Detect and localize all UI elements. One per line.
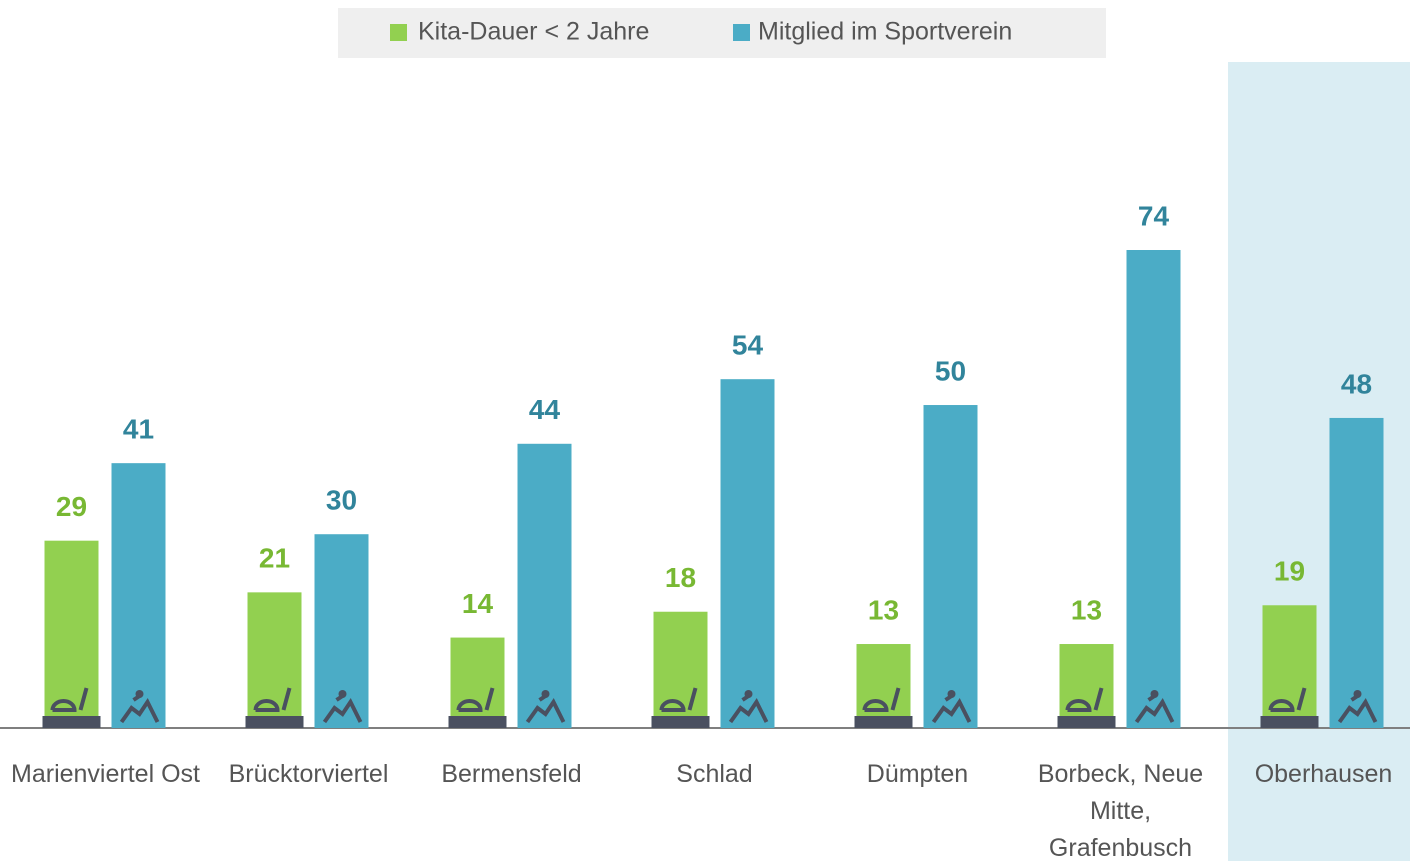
icon-base [651,716,710,728]
icon-head [135,690,144,698]
icon-sandbox [253,687,292,712]
data-label: 21 [259,543,290,574]
icon-base [854,716,913,728]
data-label: 44 [529,394,561,425]
icon-sandbox [862,687,901,712]
icon-base [448,716,507,728]
data-label: 13 [1071,594,1102,625]
data-label: 19 [1274,556,1305,587]
legend-label: Mitglied im Sportverein [758,18,1012,46]
x-tick-label: Bermensfeld [441,760,582,788]
bar [1126,250,1181,728]
bar [720,379,775,728]
data-label: 14 [462,588,494,619]
icon-sandbox [456,687,495,712]
bar [111,463,166,728]
icon-base [42,716,101,728]
x-tick-label: Dümpten [866,760,969,788]
x-tick-label: Marienviertel Ost [11,760,200,788]
legend-swatch [390,24,407,41]
data-label: 18 [665,562,696,593]
legend-swatch [733,24,750,41]
x-tick-label: Borbeck, Neue Mitte, Grafenbusch [1037,760,1204,861]
data-label: 13 [868,594,899,625]
x-tick-label: Oberhausen [1254,760,1393,788]
x-tick-label: Brücktorviertel [228,760,389,788]
icon-base [1260,716,1319,728]
data-label: 48 [1341,368,1372,399]
icon-base [245,716,304,728]
icon-head [947,690,956,698]
bar [450,637,505,728]
icon-head [338,690,347,698]
bar [1059,644,1114,728]
legend-label: Kita-Dauer < 2 Jahre [418,18,649,46]
data-label: 41 [123,414,154,445]
icon-sandbox [1268,687,1307,712]
bar [856,644,911,728]
icon-head [744,690,753,698]
icon-sandbox [50,687,89,712]
data-label: 74 [1138,200,1170,231]
bar [517,443,572,728]
legend [338,8,1106,58]
icon-head [541,690,550,698]
bar [44,540,99,728]
data-label: 50 [935,355,966,386]
icon-head [1353,690,1362,698]
icon-base [1057,716,1116,728]
data-label: 30 [326,485,357,516]
bar [1329,417,1384,728]
bar [923,405,978,728]
x-tick-label: Schlad [676,760,753,788]
icon-sandbox [659,687,698,712]
icon-sandbox [1065,687,1104,712]
data-label: 54 [732,330,764,361]
data-label: 29 [56,491,87,522]
icon-head [1150,690,1159,698]
